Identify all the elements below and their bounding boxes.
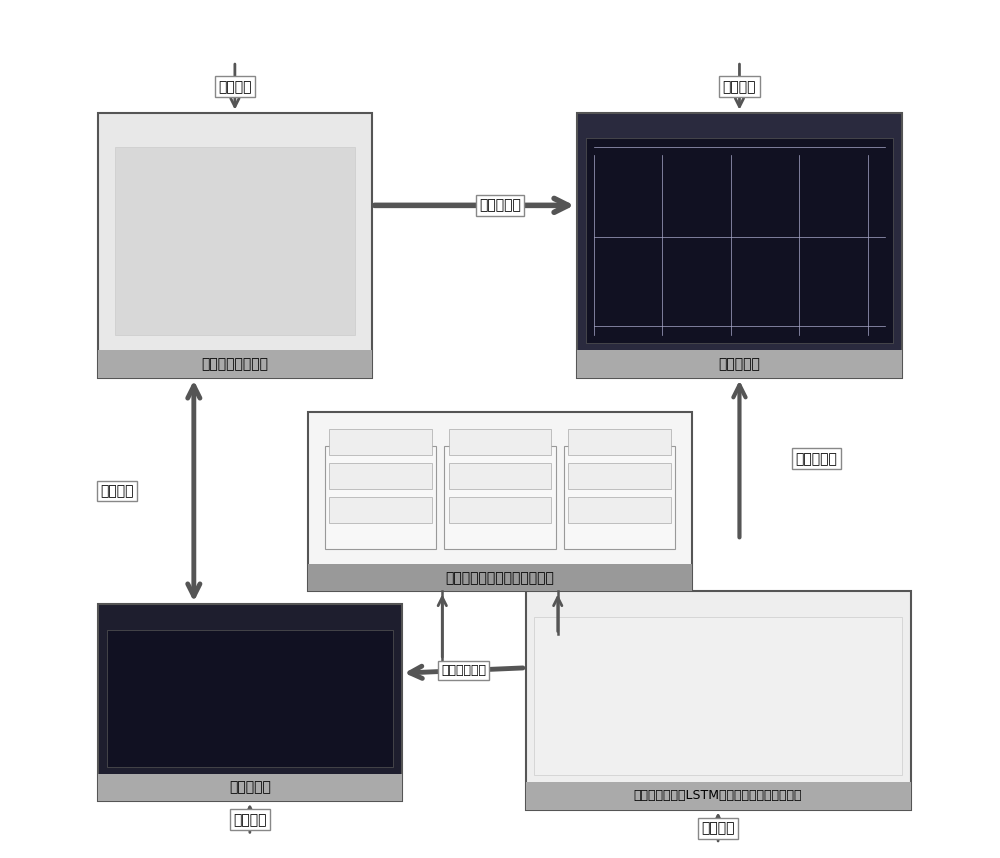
FancyBboxPatch shape bbox=[526, 591, 911, 810]
FancyBboxPatch shape bbox=[568, 463, 671, 489]
FancyBboxPatch shape bbox=[577, 350, 902, 378]
FancyBboxPatch shape bbox=[329, 498, 432, 523]
FancyBboxPatch shape bbox=[325, 446, 436, 549]
FancyBboxPatch shape bbox=[568, 429, 671, 455]
FancyBboxPatch shape bbox=[107, 630, 393, 767]
Text: 数字孪生加药间数据管理架构: 数字孪生加药间数据管理架构 bbox=[446, 571, 554, 585]
Text: 可视化展示: 可视化展示 bbox=[795, 452, 837, 466]
Text: 物理加药间: 物理加药间 bbox=[229, 780, 271, 795]
FancyBboxPatch shape bbox=[449, 498, 551, 523]
Text: 仿真结果反馈: 仿真结果反馈 bbox=[441, 664, 486, 677]
Text: 双向映射: 双向映射 bbox=[100, 484, 134, 498]
FancyBboxPatch shape bbox=[568, 498, 671, 523]
FancyBboxPatch shape bbox=[449, 463, 551, 489]
FancyBboxPatch shape bbox=[534, 617, 902, 776]
FancyBboxPatch shape bbox=[586, 138, 893, 343]
FancyBboxPatch shape bbox=[308, 564, 692, 591]
Text: 加药间数字孪生体: 加药间数字孪生体 bbox=[201, 357, 268, 371]
FancyBboxPatch shape bbox=[98, 774, 402, 801]
FancyBboxPatch shape bbox=[308, 412, 692, 591]
FancyBboxPatch shape bbox=[526, 782, 911, 810]
FancyBboxPatch shape bbox=[98, 604, 402, 801]
Text: 数据驱动: 数据驱动 bbox=[218, 80, 252, 94]
FancyBboxPatch shape bbox=[329, 463, 432, 489]
Text: 数据采集: 数据采集 bbox=[233, 813, 267, 827]
FancyBboxPatch shape bbox=[98, 112, 372, 378]
FancyBboxPatch shape bbox=[115, 147, 355, 335]
FancyBboxPatch shape bbox=[98, 350, 372, 378]
Text: 数据输入: 数据输入 bbox=[701, 821, 735, 836]
FancyBboxPatch shape bbox=[329, 429, 432, 455]
FancyBboxPatch shape bbox=[564, 446, 675, 549]
Text: 数据展示: 数据展示 bbox=[723, 80, 756, 94]
FancyBboxPatch shape bbox=[444, 446, 556, 549]
Text: 可视化界面: 可视化界面 bbox=[719, 357, 760, 371]
Text: 可视化监控: 可视化监控 bbox=[479, 198, 521, 213]
FancyBboxPatch shape bbox=[577, 112, 902, 378]
FancyBboxPatch shape bbox=[449, 429, 551, 455]
Text: 基于实时数据的LSTM神经网络加药量预测模型: 基于实时数据的LSTM神经网络加药量预测模型 bbox=[634, 789, 802, 802]
